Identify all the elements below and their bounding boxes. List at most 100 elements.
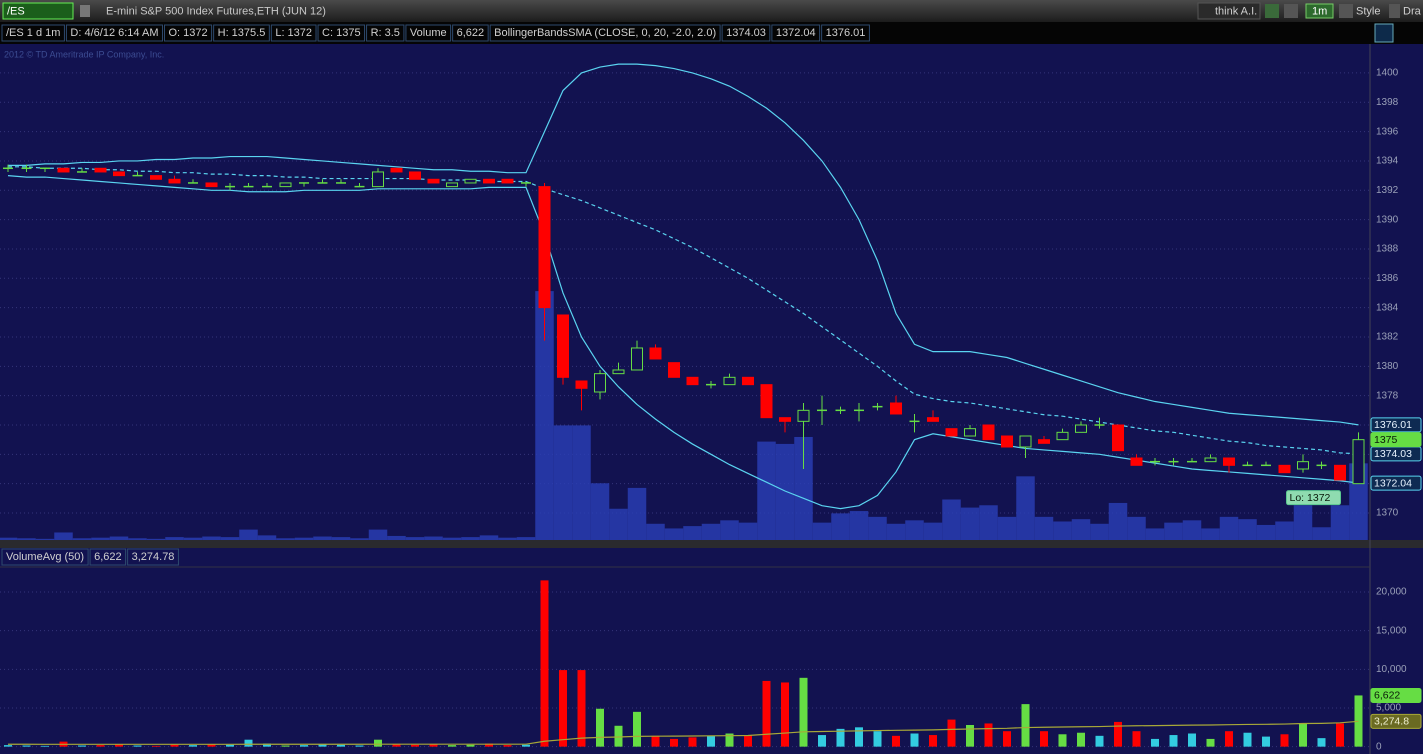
header-cell: Volume xyxy=(410,27,447,39)
header-cell-border xyxy=(721,24,771,42)
y-tick-label: 20,000 xyxy=(1376,587,1407,598)
candle-body xyxy=(797,409,810,422)
volume-bar xyxy=(707,735,715,747)
button[interactable] xyxy=(1305,3,1334,19)
y-tick-label: 1384 xyxy=(1376,302,1399,313)
volume-overlay-bar xyxy=(1256,524,1276,540)
volume-bar xyxy=(670,738,678,747)
candle-body xyxy=(409,171,421,180)
volume-overlay-bar xyxy=(942,499,961,540)
volume-bar xyxy=(429,744,438,747)
volume-panel xyxy=(0,548,1423,754)
icon[interactable] xyxy=(1265,4,1279,18)
y-tick-label: 1400 xyxy=(1376,68,1399,79)
volume-overlay-bar xyxy=(572,425,591,540)
volume-bar xyxy=(614,725,623,747)
volume-overlay-bar xyxy=(1219,516,1239,540)
candle-body xyxy=(150,175,162,180)
candle-body xyxy=(57,167,70,173)
icon[interactable] xyxy=(1284,4,1298,18)
volume-overlay-bar xyxy=(479,535,499,540)
candle-body xyxy=(649,347,662,360)
button-label[interactable]: Dra xyxy=(1403,5,1422,17)
volume-overlay-bar xyxy=(146,538,166,540)
volume-overlay-bar xyxy=(979,505,998,540)
y-tick-label: 1396 xyxy=(1376,126,1399,137)
volume-overlay-bar xyxy=(1201,528,1220,540)
toolbar xyxy=(0,0,1423,22)
volume-overlay-bar xyxy=(886,523,906,540)
volume-overlay-bar xyxy=(720,520,739,540)
volume-overlay-bar xyxy=(368,529,388,540)
volume-overlay-bar xyxy=(535,291,554,540)
icon[interactable] xyxy=(80,5,90,17)
header-cell-border xyxy=(65,24,163,42)
header-cell: 1372.04 xyxy=(776,27,816,39)
volume-bar xyxy=(1280,734,1289,747)
volume-bar xyxy=(781,682,789,747)
icon[interactable] xyxy=(1389,4,1400,18)
candle-body xyxy=(390,167,403,173)
volume-bar xyxy=(466,744,475,747)
volume-overlay-bar xyxy=(257,535,277,540)
header-cell: 1376.01 xyxy=(826,27,866,39)
icon[interactable] xyxy=(1339,4,1353,18)
volume-bar xyxy=(115,744,123,747)
icon[interactable] xyxy=(1374,23,1394,43)
volume-overlay-bar xyxy=(1127,516,1146,540)
header-cell: 6,622 xyxy=(457,27,485,39)
volume-bar xyxy=(1299,723,1307,747)
volume-bar xyxy=(1336,723,1344,747)
price-tag xyxy=(1370,475,1422,491)
button[interactable] xyxy=(1197,2,1261,20)
volume-bar xyxy=(1058,734,1067,747)
volume-overlay-bar xyxy=(165,537,184,540)
candle-body xyxy=(982,424,995,441)
button-label[interactable]: think A.I. xyxy=(1215,5,1257,17)
description: E-mini S&P 500 Index Futures,ETH (JUN 12… xyxy=(106,5,326,17)
volume-overlay-bar xyxy=(442,537,462,540)
price-panel xyxy=(0,44,1423,540)
volume-bar xyxy=(170,744,179,747)
volume-bar xyxy=(485,743,493,747)
volume-overlay-bar xyxy=(220,537,240,540)
y-tick-label: 1390 xyxy=(1376,214,1399,225)
volume-overlay-bar xyxy=(646,523,665,540)
candle-body xyxy=(279,182,292,188)
volume-overlay-bar xyxy=(683,526,702,540)
button-label[interactable]: 1m xyxy=(1312,5,1327,17)
y-tick-label: 1398 xyxy=(1376,97,1399,108)
symbol-input[interactable] xyxy=(2,2,74,20)
candle-body xyxy=(1130,457,1143,466)
volume-overlay-bar xyxy=(91,537,110,540)
price-tag-label: 6,622 xyxy=(1374,690,1400,702)
y-tick-label: 1382 xyxy=(1376,332,1399,343)
header-cell-border xyxy=(405,24,452,42)
candle-body xyxy=(464,178,477,184)
volume-bar xyxy=(300,745,308,747)
volume-bar xyxy=(226,744,234,747)
volume-bar xyxy=(318,744,327,747)
volume-bar xyxy=(984,723,993,747)
volume-overlay-bar xyxy=(405,537,425,540)
volume-bar xyxy=(189,745,197,747)
candle-body xyxy=(686,376,699,386)
volume-bar xyxy=(1262,736,1270,747)
header-cell-border xyxy=(163,24,213,42)
volume-bar xyxy=(1225,731,1233,747)
volume-bar xyxy=(374,739,382,747)
volume-overlay-bar xyxy=(1312,527,1331,540)
price-tag-label: 1375 xyxy=(1374,434,1398,446)
volume-bar xyxy=(688,737,697,747)
volume-overlay-bar xyxy=(313,536,332,540)
candle-body xyxy=(1075,424,1087,433)
volume-overlay-bar xyxy=(17,538,36,540)
volume-overlay-bar xyxy=(294,537,314,540)
volume-bar xyxy=(152,745,160,747)
price-tag xyxy=(1370,713,1422,729)
volume-overlay-bar xyxy=(627,487,647,540)
volume-overlay-bar xyxy=(590,483,610,540)
header-cell-border xyxy=(89,548,127,566)
button-label[interactable]: Style xyxy=(1356,5,1380,17)
volume-bar xyxy=(910,733,919,747)
